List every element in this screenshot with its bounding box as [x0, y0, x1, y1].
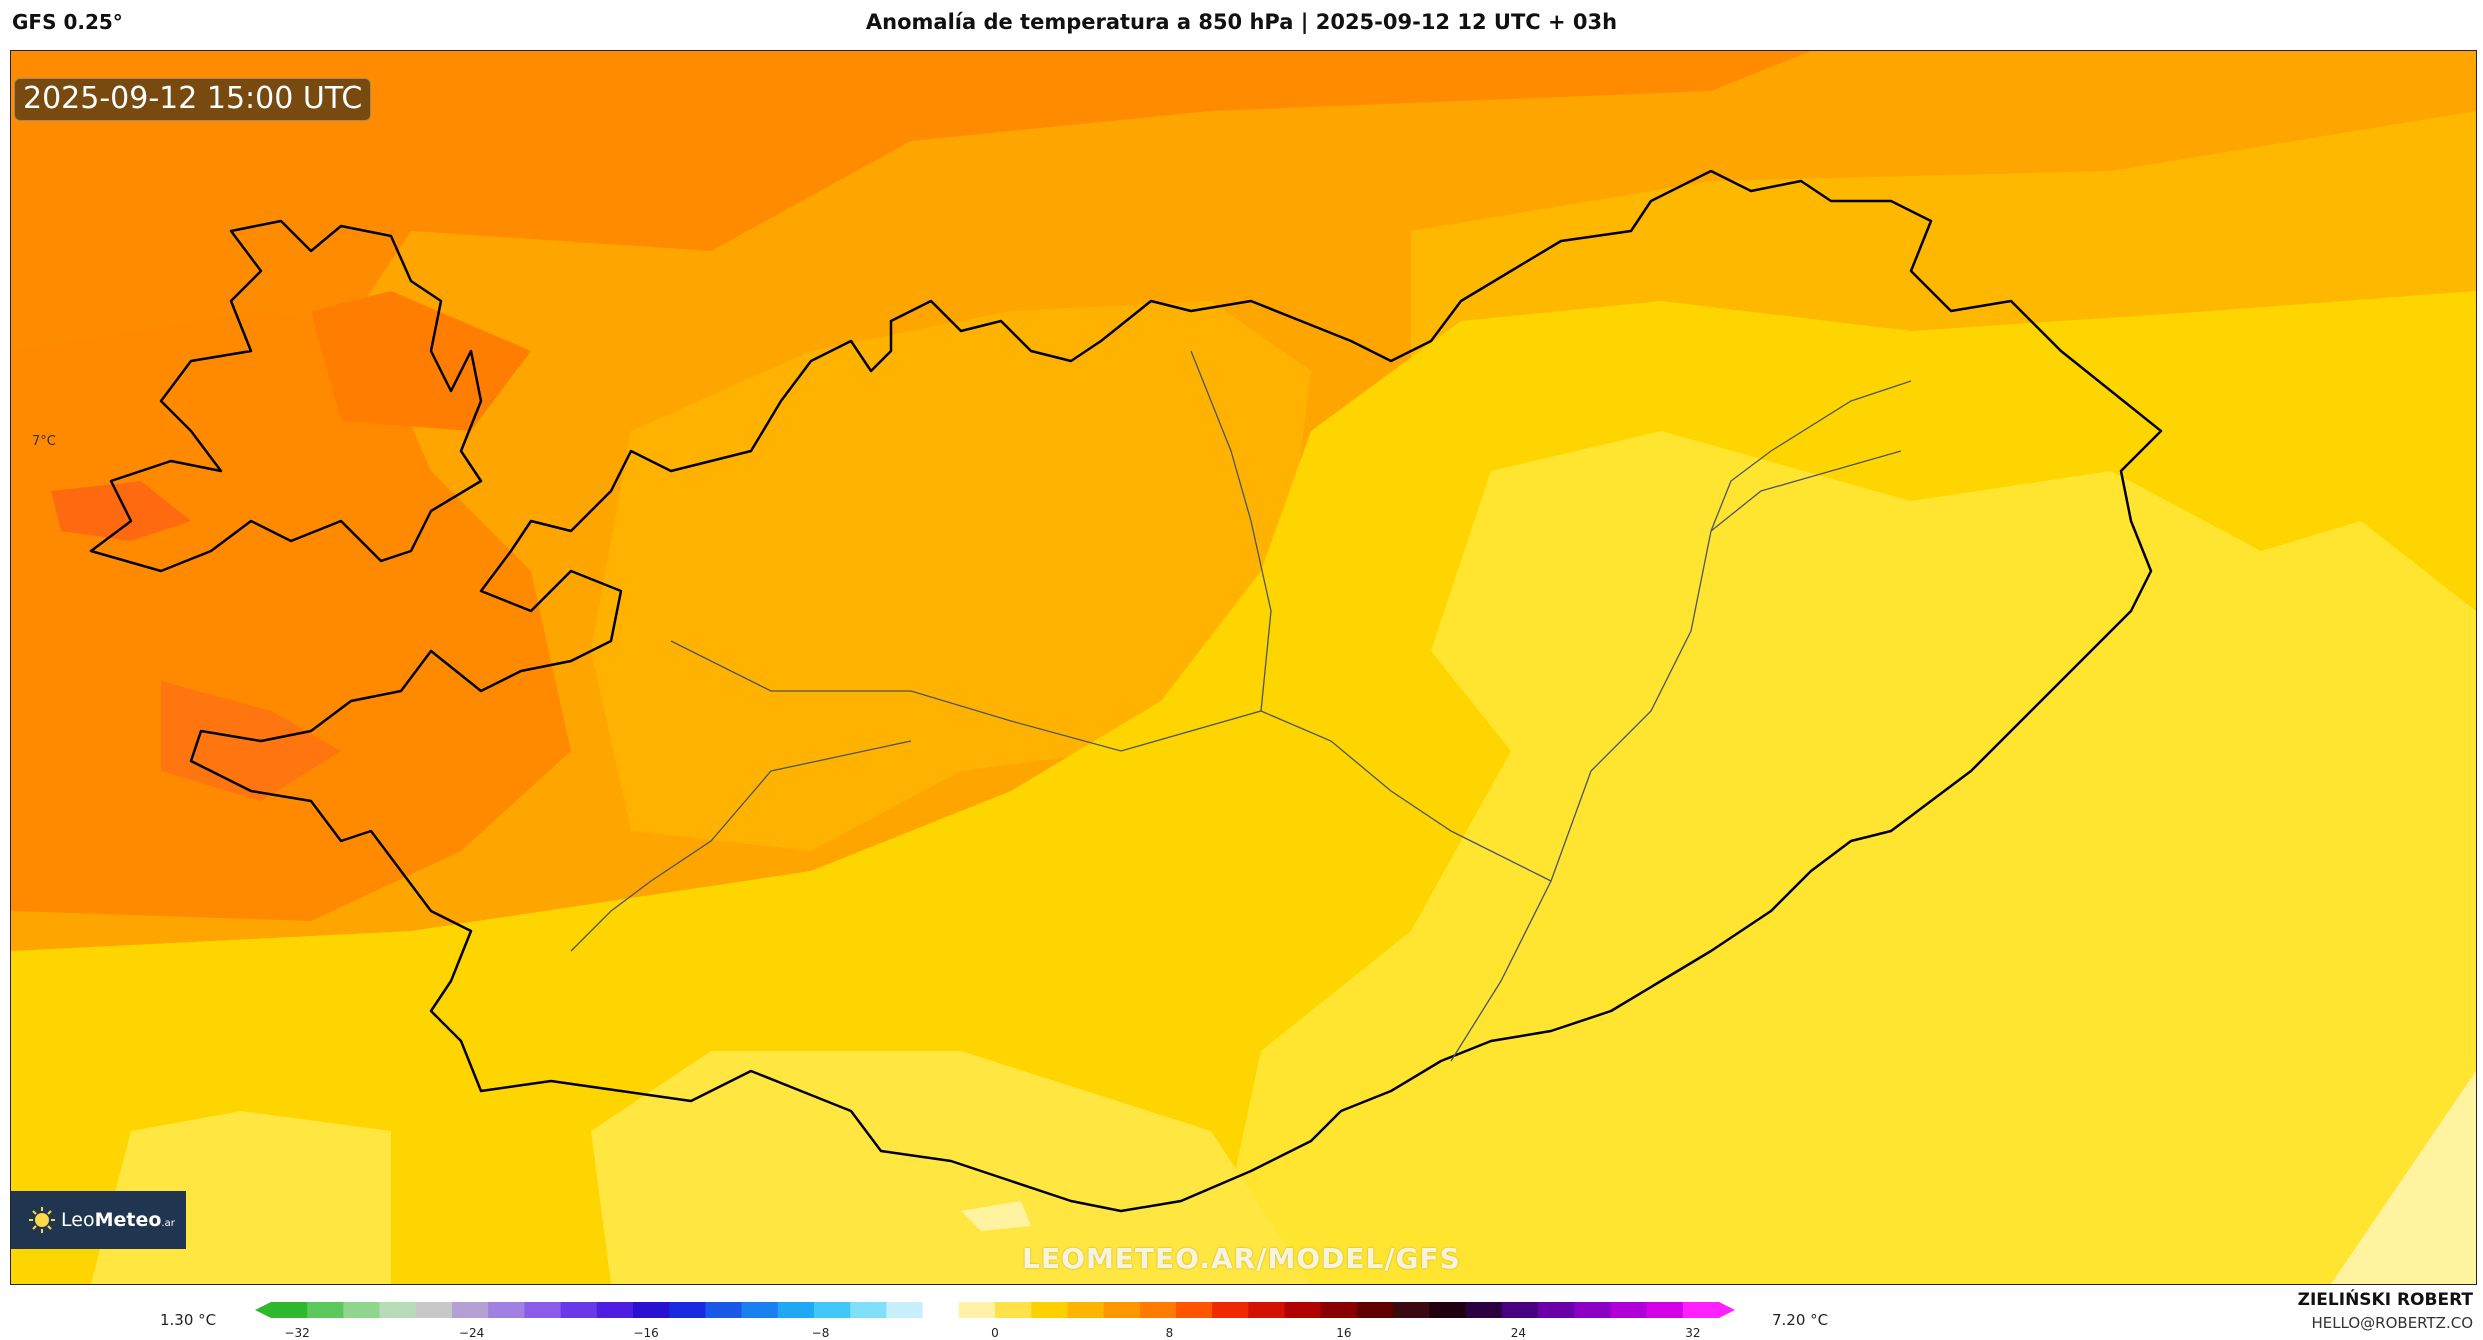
colorbar-segment: [995, 1302, 1032, 1318]
colorbar-segment: [1248, 1302, 1286, 1318]
colorbar-segment: [1538, 1302, 1575, 1318]
colorbar-max-label: 7.20 °C: [1772, 1311, 1829, 1329]
colorbar-segment: [1212, 1302, 1249, 1318]
watermark-url[interactable]: LEOMETEO.AR/MODEL/GFS: [1022, 1242, 1461, 1275]
colorbar: [255, 1302, 1735, 1318]
colorbar-tick-label: −32: [284, 1326, 310, 1340]
colorbar-segment: [524, 1302, 562, 1318]
colorbar-segment: [1176, 1302, 1213, 1318]
colorbar-segment: [1682, 1302, 1720, 1318]
colorbar-segment: [886, 1302, 924, 1318]
colorbar-segment: [415, 1302, 453, 1318]
colorbar-segment: [922, 1302, 960, 1318]
colorbar-segment: [958, 1302, 996, 1318]
colorbar-segment: [1139, 1302, 1177, 1318]
anomaly-band-pale-se: [2331, 1071, 2476, 1284]
colorbar-segment: [633, 1302, 670, 1318]
colorbar-min-arrow: [255, 1302, 271, 1318]
colorbar-segment: [307, 1302, 344, 1318]
colorbar-min-label: 1.30 °C: [160, 1311, 217, 1329]
anomaly-band-light-yellow-east: [1211, 431, 2476, 1284]
colorbar-segment: [1357, 1302, 1394, 1318]
author-email[interactable]: HELLO@ROBERTZ.CO: [2311, 1314, 2473, 1332]
colorbar-segment: [271, 1302, 308, 1318]
colorbar-segment: [705, 1302, 743, 1318]
colorbar-tick-label: −24: [458, 1326, 485, 1340]
colorbar-segment: [560, 1302, 598, 1318]
temperature-anomaly-map: [11, 51, 2476, 1284]
map-edge-label: 7°C: [32, 434, 56, 449]
colorbar-segment: [1501, 1302, 1539, 1318]
model-label: GFS 0.25°: [12, 10, 123, 34]
colorbar-segment: [596, 1302, 634, 1318]
colorbar-max-arrow: [1719, 1302, 1735, 1318]
colorbar-segment: [452, 1302, 489, 1318]
anomaly-band-west-dark-2: [161, 681, 341, 801]
anomaly-band-ne-amber: [1411, 111, 2476, 481]
logo-text: LeoMeteo.ar: [61, 1209, 175, 1231]
colorbar-segment: [1574, 1302, 1611, 1318]
map-panel[interactable]: [10, 50, 2477, 1285]
colorbar-segment: [1067, 1302, 1105, 1318]
colorbar-segment: [1429, 1302, 1467, 1318]
colorbar-tick-label: −16: [633, 1326, 659, 1340]
colorbar-tick-label: 32: [1685, 1326, 1701, 1340]
colorbar-segment: [1320, 1302, 1358, 1318]
anomaly-band-light-yellow-sw: [591, 1051, 1311, 1284]
colorbar-segment: [814, 1302, 851, 1318]
anomaly-band-west-dark: [51, 481, 191, 541]
colorbar-tick-label: −8: [811, 1326, 830, 1340]
colorbar-tick-label: 16: [1336, 1326, 1352, 1340]
colorbar-segment: [1284, 1302, 1322, 1318]
colorbar-segment: [1393, 1302, 1430, 1318]
colorbar-tick-label: 8: [1165, 1326, 1174, 1340]
anomaly-band-north-orange: [11, 51, 1811, 381]
map-title: Anomalía de temperatura a 850 hPa | 2025…: [865, 10, 1618, 34]
colorbar-segment: [488, 1302, 525, 1318]
colorbar-segment: [669, 1302, 706, 1318]
colorbar-segment: [1031, 1302, 1068, 1318]
colorbar-segment: [1646, 1302, 1684, 1318]
anomaly-band-pale-blob: [961, 1201, 1031, 1231]
colorbar-segment: [1103, 1302, 1141, 1318]
colorbar-segment: [741, 1302, 779, 1318]
anomaly-band-west-orange: [11, 311, 571, 921]
coastline: [89, 169, 2163, 1213]
colorbar-segment: [343, 1302, 381, 1318]
colorbar-segment: [1610, 1302, 1648, 1318]
colorbar-segment: [777, 1302, 815, 1318]
colorbar-tick-label: 0: [991, 1326, 999, 1340]
leometeo-logo[interactable]: LeoMeteo.ar: [11, 1191, 186, 1249]
colorbar-segment: [379, 1302, 417, 1318]
author-credit: ZIELIŃSKI ROBERT: [2297, 1290, 2473, 1310]
forecast-time-badge: 2025-09-12 15:00 UTC: [14, 78, 372, 121]
anomaly-band-west-dark-3: [311, 291, 531, 431]
colorbar-segment: [850, 1302, 887, 1318]
colorbar-tick-label: 24: [1510, 1326, 1527, 1340]
colorbar-segment: [1465, 1302, 1503, 1318]
region-borders: [570, 350, 1912, 1062]
sun-icon: [29, 1207, 55, 1233]
anomaly-band-central-amber: [591, 301, 1311, 851]
